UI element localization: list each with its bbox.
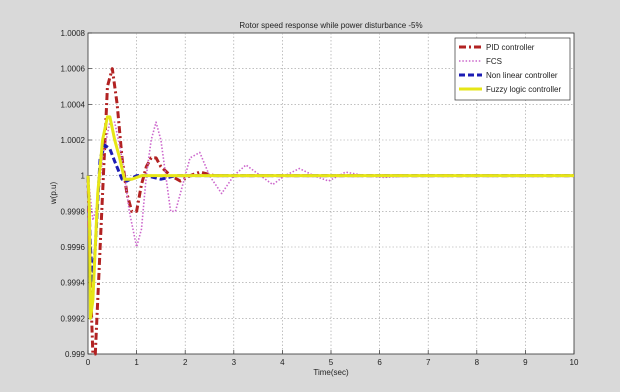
y-tick-label: 1.0006: [61, 65, 86, 74]
x-tick-label: 2: [183, 358, 188, 367]
y-tick-label: 1.0002: [61, 136, 86, 145]
x-tick-label: 3: [232, 358, 237, 367]
y-tick-label: 0.9996: [61, 243, 86, 252]
x-tick-label: 5: [329, 358, 334, 367]
x-tick-label: 7: [426, 358, 431, 367]
x-tick-label: 0: [86, 358, 91, 367]
legend-label: FCS: [486, 57, 502, 66]
x-tick-label: 6: [377, 358, 382, 367]
x-tick-label: 9: [523, 358, 528, 367]
x-tick-labels: 0 1 2 3 4 5 6 7 8 9 10: [86, 358, 579, 367]
y-tick-label: 0.9994: [61, 279, 86, 288]
series-line-2: [87, 121, 574, 248]
legend: PID controller FCS Non linear controller Fu…: [454, 37, 571, 101]
y-tick-label: 0.999: [65, 350, 86, 359]
series-line-3: [86, 143, 574, 285]
y-tick-labels: 0.999 0.9992 0.9994 0.9996 0.9998 1 1.0002 1.00…: [61, 29, 86, 359]
y-tick-label: 1.0004: [61, 100, 86, 109]
series-line-4: [86, 115, 574, 320]
x-tick-label: 8: [475, 358, 480, 367]
legend-label: Non linear controller: [486, 71, 558, 80]
y-tick-label: 1: [81, 172, 86, 181]
series-lines: [86, 67, 574, 356]
x-tick-label: 10: [570, 358, 579, 367]
x-axis-label: Time(sec): [313, 368, 349, 377]
x-tick-label: 4: [280, 358, 285, 367]
y-tick-label: 0.9992: [61, 314, 86, 323]
x-tick-label: 1: [134, 358, 139, 367]
y-axis-label: w(p.u): [49, 182, 58, 206]
chart-title: Rotor speed response while power disturb…: [239, 21, 422, 30]
y-tick-label: 1.0008: [61, 29, 86, 38]
legend-label: PID controller: [486, 43, 535, 52]
legend-label: Fuzzy logic controller: [486, 85, 561, 94]
y-tick-label: 0.9998: [61, 207, 86, 216]
